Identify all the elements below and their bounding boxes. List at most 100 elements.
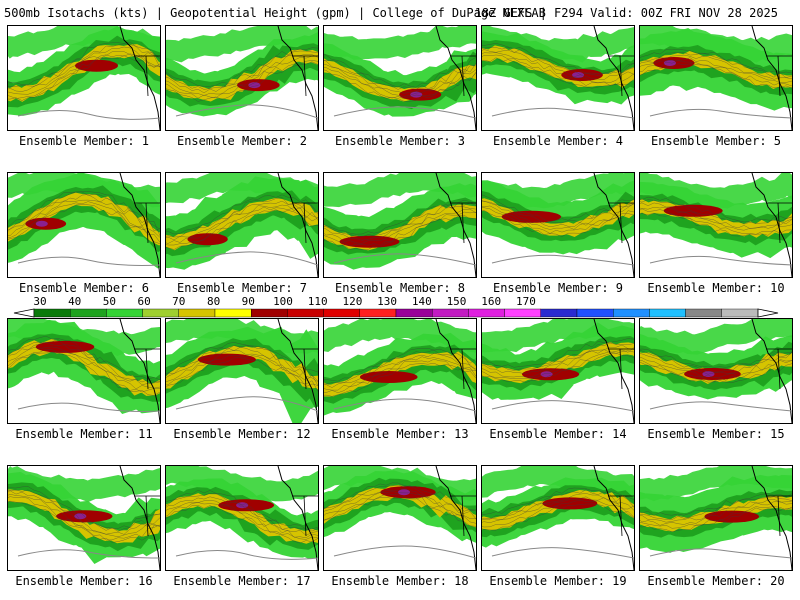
height-contour bbox=[482, 52, 634, 83]
northern-stream-band bbox=[640, 319, 792, 355]
height-contour bbox=[482, 347, 634, 378]
isotach-field-9 bbox=[482, 173, 634, 277]
colorbar-label: 150 bbox=[446, 295, 467, 308]
height-contour bbox=[640, 60, 792, 87]
height-contour bbox=[8, 489, 160, 532]
member-map-15 bbox=[639, 318, 793, 424]
height-contour-gray bbox=[491, 547, 634, 559]
height-contour bbox=[8, 486, 160, 529]
isotach-field-17 bbox=[166, 466, 318, 570]
political-border bbox=[292, 495, 318, 537]
political-border bbox=[134, 202, 160, 244]
height-contour bbox=[324, 493, 476, 524]
height-contour bbox=[482, 200, 634, 224]
political-border bbox=[134, 495, 160, 537]
height-contour bbox=[8, 191, 160, 232]
height-contour-gray bbox=[649, 255, 792, 266]
height-contour bbox=[8, 194, 160, 237]
political-border bbox=[134, 348, 160, 390]
height-contour bbox=[8, 199, 160, 238]
height-contour-gray bbox=[175, 251, 318, 266]
member-caption: Ensemble Member: 2 bbox=[176, 134, 308, 148]
height-contour bbox=[8, 496, 160, 541]
height-contour bbox=[640, 196, 792, 223]
height-contour bbox=[166, 204, 318, 244]
northern-stream-band bbox=[482, 319, 634, 353]
northern-stream-band bbox=[482, 26, 634, 63]
jet-max-purple bbox=[74, 513, 87, 520]
colorbar-label: 100 bbox=[273, 295, 293, 308]
colorbar-arrow-right bbox=[757, 308, 779, 318]
height-contour bbox=[8, 500, 160, 543]
coastline bbox=[277, 466, 318, 570]
height-contour bbox=[640, 496, 792, 520]
member-map-4 bbox=[481, 25, 635, 131]
height-contour bbox=[640, 507, 792, 533]
height-contour bbox=[8, 55, 160, 101]
isotach-field-14 bbox=[482, 319, 634, 423]
coastline bbox=[119, 26, 160, 130]
isotach-field-15 bbox=[640, 319, 792, 423]
height-contour bbox=[482, 489, 634, 520]
height-contour bbox=[482, 350, 634, 379]
height-contour bbox=[166, 496, 318, 536]
height-contour bbox=[8, 43, 160, 87]
height-contour bbox=[8, 346, 160, 390]
isotach-field-16 bbox=[8, 466, 160, 570]
height-contour bbox=[640, 63, 792, 89]
height-contour bbox=[166, 61, 318, 102]
political-border bbox=[608, 202, 634, 244]
colorbar-swatch bbox=[287, 308, 324, 318]
height-contour bbox=[324, 63, 476, 97]
colorbar-swatch bbox=[432, 308, 469, 318]
height-contour bbox=[482, 338, 634, 368]
isotach-field-7 bbox=[166, 173, 318, 277]
height-contour bbox=[324, 214, 476, 250]
member-map-10 bbox=[639, 172, 793, 278]
jet-core-yellow bbox=[482, 198, 634, 238]
height-contour bbox=[324, 358, 476, 393]
height-contour bbox=[166, 504, 318, 544]
coastline bbox=[119, 173, 160, 277]
member-caption: Ensemble Member: 14 bbox=[489, 427, 627, 441]
coastline bbox=[593, 466, 634, 570]
member-caption: Ensemble Member: 11 bbox=[15, 427, 153, 441]
colorbar-label: 130 bbox=[377, 295, 398, 308]
coastline bbox=[751, 319, 792, 423]
isotach-field-2 bbox=[166, 26, 318, 130]
height-contour bbox=[482, 203, 634, 230]
coastline bbox=[593, 26, 634, 130]
speed-colorbar bbox=[13, 308, 779, 318]
height-contour bbox=[482, 487, 634, 515]
height-contour bbox=[482, 200, 634, 228]
height-contour bbox=[324, 69, 476, 102]
member-map-1 bbox=[7, 25, 161, 131]
member-caption: Ensemble Member: 15 bbox=[647, 427, 785, 441]
political-border bbox=[766, 348, 792, 390]
colorbar-label: 120 bbox=[342, 295, 363, 308]
height-contour bbox=[166, 357, 318, 388]
colorbar-label: 60 bbox=[137, 295, 151, 308]
height-contour bbox=[640, 48, 792, 74]
member-map-6 bbox=[7, 172, 161, 278]
isotach-field-18 bbox=[324, 466, 476, 570]
height-contour bbox=[166, 55, 318, 96]
height-contour bbox=[166, 345, 318, 382]
height-contour bbox=[640, 57, 792, 84]
height-contour-gray bbox=[17, 109, 160, 120]
northern-stream-band bbox=[8, 173, 160, 208]
colorbar-swatch bbox=[721, 308, 759, 318]
colorbar-swatch bbox=[214, 308, 252, 318]
height-contour bbox=[640, 506, 792, 529]
height-contour bbox=[482, 344, 634, 375]
height-contour-gray bbox=[333, 106, 476, 119]
member-caption: Ensemble Member: 8 bbox=[334, 281, 466, 295]
northern-stream-band bbox=[324, 173, 476, 208]
height-contour bbox=[166, 47, 318, 87]
height-contour bbox=[482, 499, 634, 528]
northern-stream-band bbox=[482, 173, 634, 209]
height-contour-gray bbox=[491, 400, 634, 412]
height-contour bbox=[324, 211, 476, 247]
isotach-field-8 bbox=[324, 173, 476, 277]
member-map-8 bbox=[323, 172, 477, 278]
